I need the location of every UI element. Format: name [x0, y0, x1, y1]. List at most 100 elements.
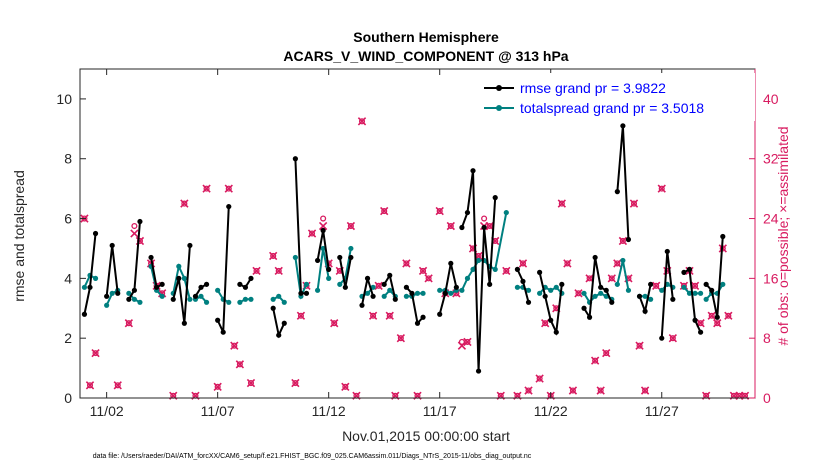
- totalspread-point: [620, 257, 626, 264]
- obs-assimilated-marker: [368, 311, 378, 320]
- rmse-point: [131, 287, 137, 293]
- obs-assimilated-stroke: [396, 334, 406, 343]
- obs-assimilated-marker: [652, 281, 661, 291]
- rmse-point: [226, 203, 232, 210]
- obs-assimilated-marker: [269, 251, 278, 261]
- obs-assimilated-stroke: [690, 281, 700, 291]
- totalspread-point: [292, 254, 298, 261]
- obs-possible-marker: [630, 200, 638, 207]
- obs-assimilated-marker: [235, 360, 245, 369]
- rmse-point: [92, 230, 99, 237]
- totalspread-point: [226, 299, 232, 305]
- rmse-point: [542, 293, 548, 299]
- y-tick-label-right: 40: [763, 91, 779, 107]
- obs-possible-marker: [225, 185, 232, 192]
- legend-box: [478, 73, 755, 121]
- rmse-point: [681, 269, 687, 275]
- totalspread-point: [703, 296, 709, 302]
- totalspread-point: [448, 290, 454, 296]
- rmse-line: [216, 206, 230, 333]
- obs-assimilated-stroke: [274, 266, 283, 276]
- rmse-point: [387, 272, 393, 278]
- rmse-point: [137, 218, 143, 225]
- obs-assimilated-marker: [713, 319, 722, 328]
- rmse-point: [620, 123, 626, 129]
- obs-assimilated-marker: [213, 382, 222, 391]
- obs-assimilated-marker: [385, 311, 394, 320]
- rmse-point: [642, 308, 648, 314]
- rmse-point: [714, 314, 720, 320]
- x-tick-label: 11/22: [534, 403, 568, 419]
- obs-assimilated-stroke: [602, 348, 611, 358]
- obs-assimilated-marker: [307, 229, 317, 238]
- obs-possible-marker: [236, 361, 243, 368]
- rmse-point: [703, 281, 709, 287]
- obs-possible-marker: [658, 185, 665, 192]
- obs-assimilated-marker: [380, 206, 389, 216]
- obs-assimilated-stroke: [607, 274, 616, 283]
- obs-possible-marker: [542, 320, 549, 327]
- obs-possible-marker: [203, 185, 210, 192]
- obs-possible-marker: [131, 222, 138, 230]
- obs-assimilated-marker: [341, 382, 350, 391]
- obs-assimilated-stroke: [85, 381, 95, 390]
- obs-assimilated-marker: [396, 334, 406, 343]
- obs-assimilated-stroke: [307, 229, 317, 238]
- plot-content: [80, 117, 750, 400]
- obs-assimilated-stroke: [574, 289, 583, 298]
- rmse-point: [148, 254, 154, 261]
- obs-assimilated-marker: [274, 266, 283, 276]
- rmse-point: [270, 305, 276, 311]
- obs-assimilated-stroke: [296, 311, 306, 320]
- rmse-point: [609, 299, 615, 305]
- totalspread-point: [370, 284, 376, 290]
- obs-possible-marker: [669, 335, 676, 342]
- obs-possible-marker: [320, 215, 327, 222]
- totalspread-point: [303, 281, 310, 287]
- legend-marker-totalspread: [496, 105, 502, 111]
- y-tick-label: 0: [64, 390, 72, 406]
- totalspread-point: [548, 287, 554, 293]
- rmse-point: [559, 281, 565, 287]
- rmse-point: [87, 284, 93, 290]
- rmse-point: [414, 320, 421, 326]
- rmse-point: [614, 189, 620, 195]
- totalspread-point: [720, 281, 726, 287]
- totalspread-point: [242, 296, 249, 302]
- y-axis-label-right: # of obs: o=possible; ×=assimilated: [775, 126, 791, 345]
- totalspread-point: [598, 290, 604, 296]
- obs-assimilated-marker: [418, 266, 428, 276]
- obs-assimilated-marker: [485, 221, 494, 231]
- rmse-line: [438, 263, 458, 315]
- rmse-line: [172, 245, 191, 324]
- rmse-point: [537, 269, 543, 275]
- totalspread-point: [614, 281, 620, 287]
- obs-assimilated-marker: [124, 319, 134, 328]
- rmse-point: [686, 266, 693, 272]
- rmse-point: [520, 278, 526, 284]
- obs-possible-marker: [253, 267, 260, 274]
- obs-assimilated-stroke: [374, 281, 383, 291]
- rmse-point: [648, 281, 654, 287]
- obs-assimilated-marker: [130, 229, 139, 238]
- totalspread-point: [642, 293, 648, 299]
- obs-assimilated-stroke: [380, 206, 389, 216]
- obs-possible-marker: [697, 320, 704, 327]
- obs-assimilated-stroke: [590, 356, 600, 365]
- obs-assimilated-marker: [318, 221, 328, 231]
- y-axis-right: 0 8 16 24 32 40: [749, 91, 779, 406]
- obs-assimilated-stroke: [657, 184, 666, 193]
- obs-possible-marker: [714, 320, 721, 327]
- totalspread-point: [553, 284, 559, 290]
- rmse-point: [420, 314, 426, 320]
- totalspread-point: [187, 296, 193, 302]
- obs-assimilated-marker: [435, 206, 444, 216]
- rmse-line: [616, 125, 630, 240]
- obs-assimilated-stroke: [235, 360, 245, 369]
- obs-assimilated-marker: [535, 374, 544, 383]
- obs-assimilated-stroke: [246, 378, 256, 388]
- rmse-point: [298, 290, 304, 296]
- totalspread-point: [420, 290, 426, 296]
- obs-assimilated-stroke: [668, 334, 678, 343]
- obs-assimilated-marker: [629, 199, 639, 208]
